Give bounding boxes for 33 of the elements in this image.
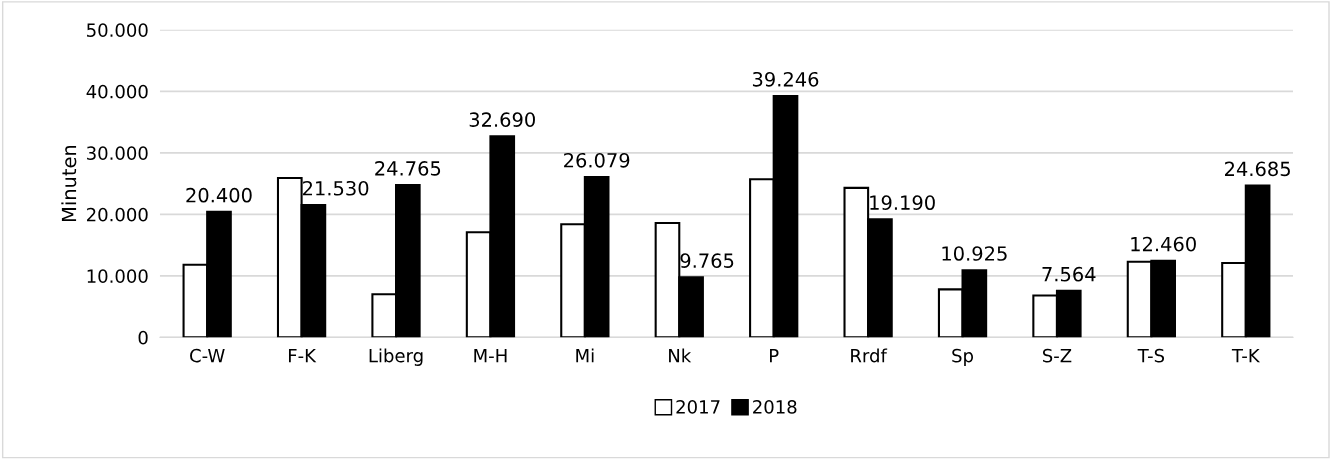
y-tick-label: 10.000 bbox=[87, 269, 148, 283]
x-tick-label: S-Z bbox=[1042, 348, 1072, 363]
x-tick-label: Rrdf bbox=[851, 348, 888, 363]
y-tick-label: 20.000 bbox=[86, 207, 148, 222]
data-label: 10.925 bbox=[942, 246, 1007, 261]
x-tick-label: Sp bbox=[952, 348, 974, 366]
data-label: 26.079 bbox=[564, 152, 630, 168]
data-label: 24.685 bbox=[1225, 161, 1290, 177]
y-axis-title: Minuten bbox=[61, 145, 77, 222]
x-tick-label: C-W bbox=[190, 348, 225, 363]
legend-label: 2018 bbox=[753, 400, 797, 414]
x-tick-label: Liberg bbox=[369, 348, 423, 366]
data-label: 24.765 bbox=[375, 161, 441, 176]
x-tick-label: F-K bbox=[288, 349, 317, 363]
data-label: 21.530 bbox=[303, 180, 369, 196]
y-tick-label: 0 bbox=[138, 330, 148, 345]
x-tick-label: T-S bbox=[1137, 348, 1165, 363]
x-tick-label: T-K bbox=[1231, 349, 1261, 363]
x-tick-label: Nk bbox=[669, 348, 692, 363]
data-label: 39.246 bbox=[752, 71, 819, 87]
y-tick-label: 30.000 bbox=[87, 146, 148, 160]
data-label: 7.564 bbox=[1042, 266, 1096, 282]
data-label: 9.765 bbox=[680, 253, 734, 268]
x-tick-label: Mi bbox=[576, 348, 594, 363]
data-label: 32.690 bbox=[469, 112, 535, 127]
data-label: 20.400 bbox=[186, 187, 252, 203]
data-label: 19.190 bbox=[870, 195, 935, 211]
y-tick-label: 50.000 bbox=[87, 23, 148, 37]
x-tick-label: P bbox=[770, 349, 779, 363]
legend-label: 2017 bbox=[676, 400, 720, 414]
data-label: 12.460 bbox=[1131, 236, 1196, 252]
x-tick-label: M-H bbox=[474, 349, 507, 363]
y-tick-label: 40.000 bbox=[86, 84, 148, 99]
